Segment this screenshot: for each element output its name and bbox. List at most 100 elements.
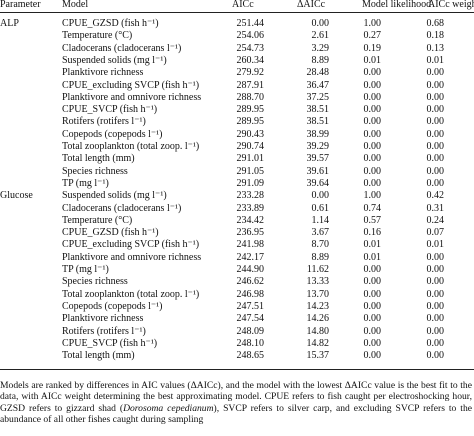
caption-text: Models are ranked by differences in AIC … (0, 380, 472, 414)
model-name: CPUE_GZSD (fish h⁻¹) (62, 18, 159, 29)
cell-value: 291.09 (236, 177, 265, 189)
model-name: CPUE_excluding SVCP (fish h⁻¹) (62, 79, 200, 91)
cell-value: 39.29 (306, 141, 330, 152)
column-header: AICc (232, 0, 254, 10)
cell-value: 13.70 (306, 288, 330, 300)
cell-value: 0.07 (426, 227, 445, 239)
cell-value: 0.13 (426, 42, 445, 54)
cell-value: 234.42 (236, 214, 265, 226)
cell-value: 290.74 (236, 141, 265, 152)
column-header: Parameter (0, 0, 41, 10)
cell-value: 291.01 (236, 153, 265, 165)
model-name: Temperature (°C) (62, 214, 133, 226)
model-name: TP (mg l⁻¹) (62, 177, 109, 189)
cell-value: 254.06 (236, 30, 265, 42)
model-name: CPUE_SVCP (fish h⁻¹) (62, 104, 158, 116)
cell-value: 0.00 (426, 177, 445, 189)
cell-value: 248.10 (236, 337, 265, 349)
cell-value: 2.61 (311, 30, 330, 42)
cell-value: 0.68 (426, 18, 445, 29)
cell-value: 39.64 (306, 177, 330, 189)
cell-value: 36.47 (306, 79, 330, 91)
cell-value: 288.70 (236, 91, 265, 103)
cell-value: 1.14 (311, 214, 330, 226)
cell-value: 289.95 (236, 116, 265, 128)
cell-value: 244.90 (236, 264, 265, 275)
cell-value: 11.62 (306, 264, 329, 275)
cell-value: 279.92 (236, 67, 265, 79)
cell-value: 233.89 (236, 202, 265, 214)
cell-value: 8.89 (311, 54, 330, 66)
cell-value: 0.00 (363, 165, 382, 177)
cell-value: 0.42 (426, 190, 445, 202)
cell-value: 0.01 (426, 54, 445, 66)
model-name: Total zooplankton (total zoop. l⁻¹) (62, 288, 200, 300)
header-rule (0, 12, 474, 13)
model-name: Total zooplankton (total zoop. l⁻¹) (62, 141, 200, 152)
cell-value: 0.27 (363, 30, 382, 42)
model-name: CPUE_GZSD (fish h⁻¹) (62, 227, 159, 239)
cell-value: 0.00 (363, 91, 382, 103)
model-name: TP (mg l⁻¹) (62, 264, 109, 275)
cell-value: 0.24 (426, 214, 445, 226)
cell-value: 0.00 (426, 104, 445, 116)
bottom-rule (0, 369, 474, 370)
cell-value: 0.01 (363, 54, 382, 66)
cell-value: 0.00 (363, 264, 382, 275)
cell-value: 0.00 (426, 79, 445, 91)
cell-value: 0.00 (426, 251, 445, 263)
cell-value: 0.31 (426, 202, 445, 214)
cell-value: 0.00 (363, 337, 382, 349)
cell-value: 241.98 (236, 239, 265, 251)
model-name: Total length (mm) (62, 350, 135, 362)
cell-value: 0.00 (363, 313, 382, 325)
cell-value: 242.17 (236, 251, 265, 263)
cell-value: 0.00 (426, 288, 445, 300)
cell-value: 0.00 (363, 276, 382, 288)
model-name: Cladocerans (cladocerans l⁻¹) (62, 202, 182, 214)
cell-value: 8.89 (311, 251, 330, 263)
cell-value: 0.00 (426, 67, 445, 79)
cell-value: 246.62 (236, 276, 265, 288)
cell-value: 233.28 (236, 190, 265, 202)
cell-value: 260.34 (236, 54, 265, 66)
cell-value: 0.74 (363, 202, 382, 214)
cell-value: 0.00 (311, 190, 330, 202)
cell-value: 0.16 (363, 227, 382, 239)
cell-value: 13.33 (306, 276, 330, 288)
cell-value: 38.51 (306, 104, 330, 116)
caption-text: ), SVCP refers to silver carp, and exclu… (0, 402, 472, 426)
cell-value: 291.05 (236, 165, 265, 177)
cell-value: 0.00 (426, 276, 445, 288)
cell-value: 246.98 (236, 288, 265, 300)
cell-value: 38.51 (306, 116, 330, 128)
cell-value: 1.00 (363, 18, 382, 29)
model-name: Planktivore richness (62, 67, 144, 79)
cell-value: 0.00 (426, 91, 445, 103)
model-name: CPUE_excluding SVCP (fish h⁻¹) (62, 239, 200, 251)
column-header: ΔAICc (297, 0, 326, 10)
cell-value: 0.01 (426, 239, 445, 251)
cell-value: 0.00 (426, 350, 445, 362)
cell-value: 248.65 (236, 350, 265, 362)
cell-value: 0.19 (363, 42, 382, 54)
cell-value: 248.09 (236, 325, 265, 337)
cell-value: 0.18 (426, 30, 445, 42)
cell-value: 0.00 (426, 165, 445, 177)
cell-value: 0.00 (363, 177, 382, 189)
cell-value: 0.00 (363, 288, 382, 300)
cell-value: 28.48 (306, 67, 330, 79)
cell-value: 1.00 (363, 190, 382, 202)
cell-value: 0.00 (363, 116, 382, 128)
model-name: Copepods (copepods l⁻¹) (62, 300, 163, 312)
cell-value: 0.00 (363, 79, 382, 91)
cell-value: 14.80 (306, 325, 330, 337)
cell-value: 0.00 (363, 141, 382, 152)
cell-value: 287.91 (236, 79, 265, 91)
model-name: Species richness (62, 276, 128, 288)
model-name: Cladocerans (cladocerans l⁻¹) (62, 42, 182, 54)
cell-value: 0.00 (363, 350, 382, 362)
cell-value: 0.00 (426, 313, 445, 325)
group-label: Glucose (0, 190, 33, 202)
